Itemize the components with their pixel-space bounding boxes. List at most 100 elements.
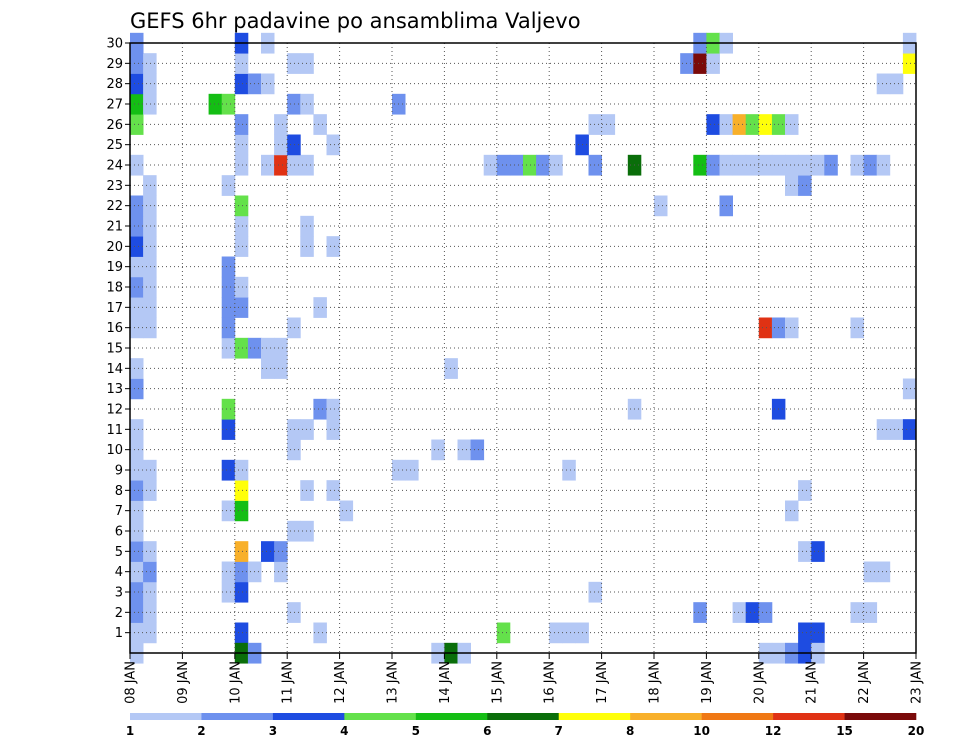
colorbar-swatch	[130, 713, 202, 720]
y-tick-label: 26	[106, 118, 123, 133]
precip-cell	[313, 398, 327, 420]
precip-cell	[130, 622, 144, 644]
precip-cell	[274, 358, 288, 379]
precip-cell	[405, 459, 419, 481]
x-tick-label: 17 JAN	[595, 661, 610, 704]
y-tick-label: 29	[106, 57, 123, 72]
precip-cell	[785, 317, 799, 339]
precip-cell	[143, 73, 157, 95]
precip-cell	[745, 154, 760, 176]
precip-cells	[130, 32, 917, 664]
precip-cell	[234, 236, 249, 257]
y-tick-label: 19	[106, 260, 123, 275]
precip-cell	[261, 541, 275, 562]
precip-cell	[326, 398, 340, 420]
precip-cell	[130, 317, 144, 339]
precip-cell	[130, 378, 144, 400]
precip-cell	[130, 581, 144, 603]
precip-cell	[444, 358, 458, 379]
precip-cell	[143, 236, 157, 257]
precip-cell	[745, 114, 760, 135]
y-tick-label: 9	[115, 464, 123, 479]
y-tick-label: 14	[106, 362, 123, 377]
precip-cell	[130, 195, 144, 217]
precip-cell	[130, 439, 144, 461]
x-tick-label: 10 JAN	[228, 661, 243, 704]
precip-cell	[143, 297, 157, 318]
x-tick-label: 11 JAN	[281, 661, 296, 704]
precip-cell	[130, 297, 144, 318]
y-tick-label: 28	[106, 77, 123, 92]
precip-cell	[143, 317, 157, 339]
y-tick-label: 24	[106, 159, 123, 174]
precip-cell	[221, 500, 236, 522]
precip-cell	[143, 93, 157, 115]
y-tick-label: 12	[106, 403, 123, 418]
y-tick-label: 4	[115, 565, 123, 580]
precip-cell	[876, 154, 891, 176]
precip-cell	[287, 93, 301, 115]
precip-cell	[287, 317, 301, 339]
precip-cell	[143, 256, 157, 278]
precip-cell	[143, 581, 157, 603]
precip-cell	[798, 480, 812, 501]
precip-cell	[889, 73, 904, 95]
y-tick-label: 13	[106, 382, 123, 397]
colorbar-swatch	[487, 713, 560, 720]
precip-cell	[785, 175, 799, 196]
precip-cell	[562, 622, 576, 644]
precip-cell	[234, 561, 249, 583]
precip-cell	[130, 500, 144, 522]
precip-cell	[130, 520, 144, 542]
precip-cell	[234, 134, 249, 156]
precip-cell	[889, 419, 904, 440]
precip-cell	[287, 134, 301, 156]
precip-cell	[287, 419, 301, 440]
precip-cell	[221, 297, 236, 318]
colorbar-label: 8	[626, 724, 634, 738]
precip-cell	[496, 154, 511, 176]
precip-cell	[143, 480, 157, 501]
colorbar-swatch	[773, 713, 845, 720]
precip-cell	[745, 602, 760, 623]
precip-cell	[143, 175, 157, 196]
y-tick-label: 7	[115, 504, 123, 519]
y-tick-label: 8	[115, 484, 123, 499]
precip-cell	[221, 419, 236, 440]
colorbar-swatch	[344, 713, 417, 720]
precip-cell	[457, 439, 471, 461]
precip-cell	[654, 195, 668, 217]
colorbar-swatch	[558, 713, 631, 720]
x-tick-label: 18 JAN	[648, 661, 663, 704]
precip-cell	[221, 337, 236, 359]
precip-cell	[850, 317, 864, 339]
precip-cell	[706, 154, 720, 176]
x-tick-label: 19 JAN	[700, 661, 715, 704]
precip-cell	[143, 561, 157, 583]
precip-cell	[758, 602, 773, 623]
precip-cell	[470, 439, 485, 461]
precip-cell	[143, 602, 157, 623]
precip-cell	[902, 378, 917, 400]
colorbar-label: 12	[765, 724, 782, 738]
precip-cell	[130, 358, 144, 379]
precip-cell	[876, 419, 891, 440]
precip-cell	[300, 53, 314, 74]
precip-cell	[798, 541, 812, 562]
precip-cell	[221, 175, 236, 196]
precip-cell	[261, 73, 275, 95]
precip-cell	[798, 175, 812, 196]
precip-cell	[732, 114, 747, 135]
precip-cell	[902, 53, 917, 74]
y-tick-label: 3	[115, 586, 123, 601]
x-tick-label: 20 JAN	[752, 661, 767, 704]
x-tick-label: 21 JAN	[805, 661, 820, 704]
precip-cell	[588, 154, 602, 176]
y-tick-label: 17	[106, 301, 123, 316]
precip-cell	[234, 622, 249, 644]
precip-cell	[234, 500, 249, 522]
colorbar-label: 3	[269, 724, 277, 738]
precip-cell	[326, 236, 340, 257]
x-tick-label: 13 JAN	[386, 661, 401, 704]
precip-cell	[130, 561, 144, 583]
